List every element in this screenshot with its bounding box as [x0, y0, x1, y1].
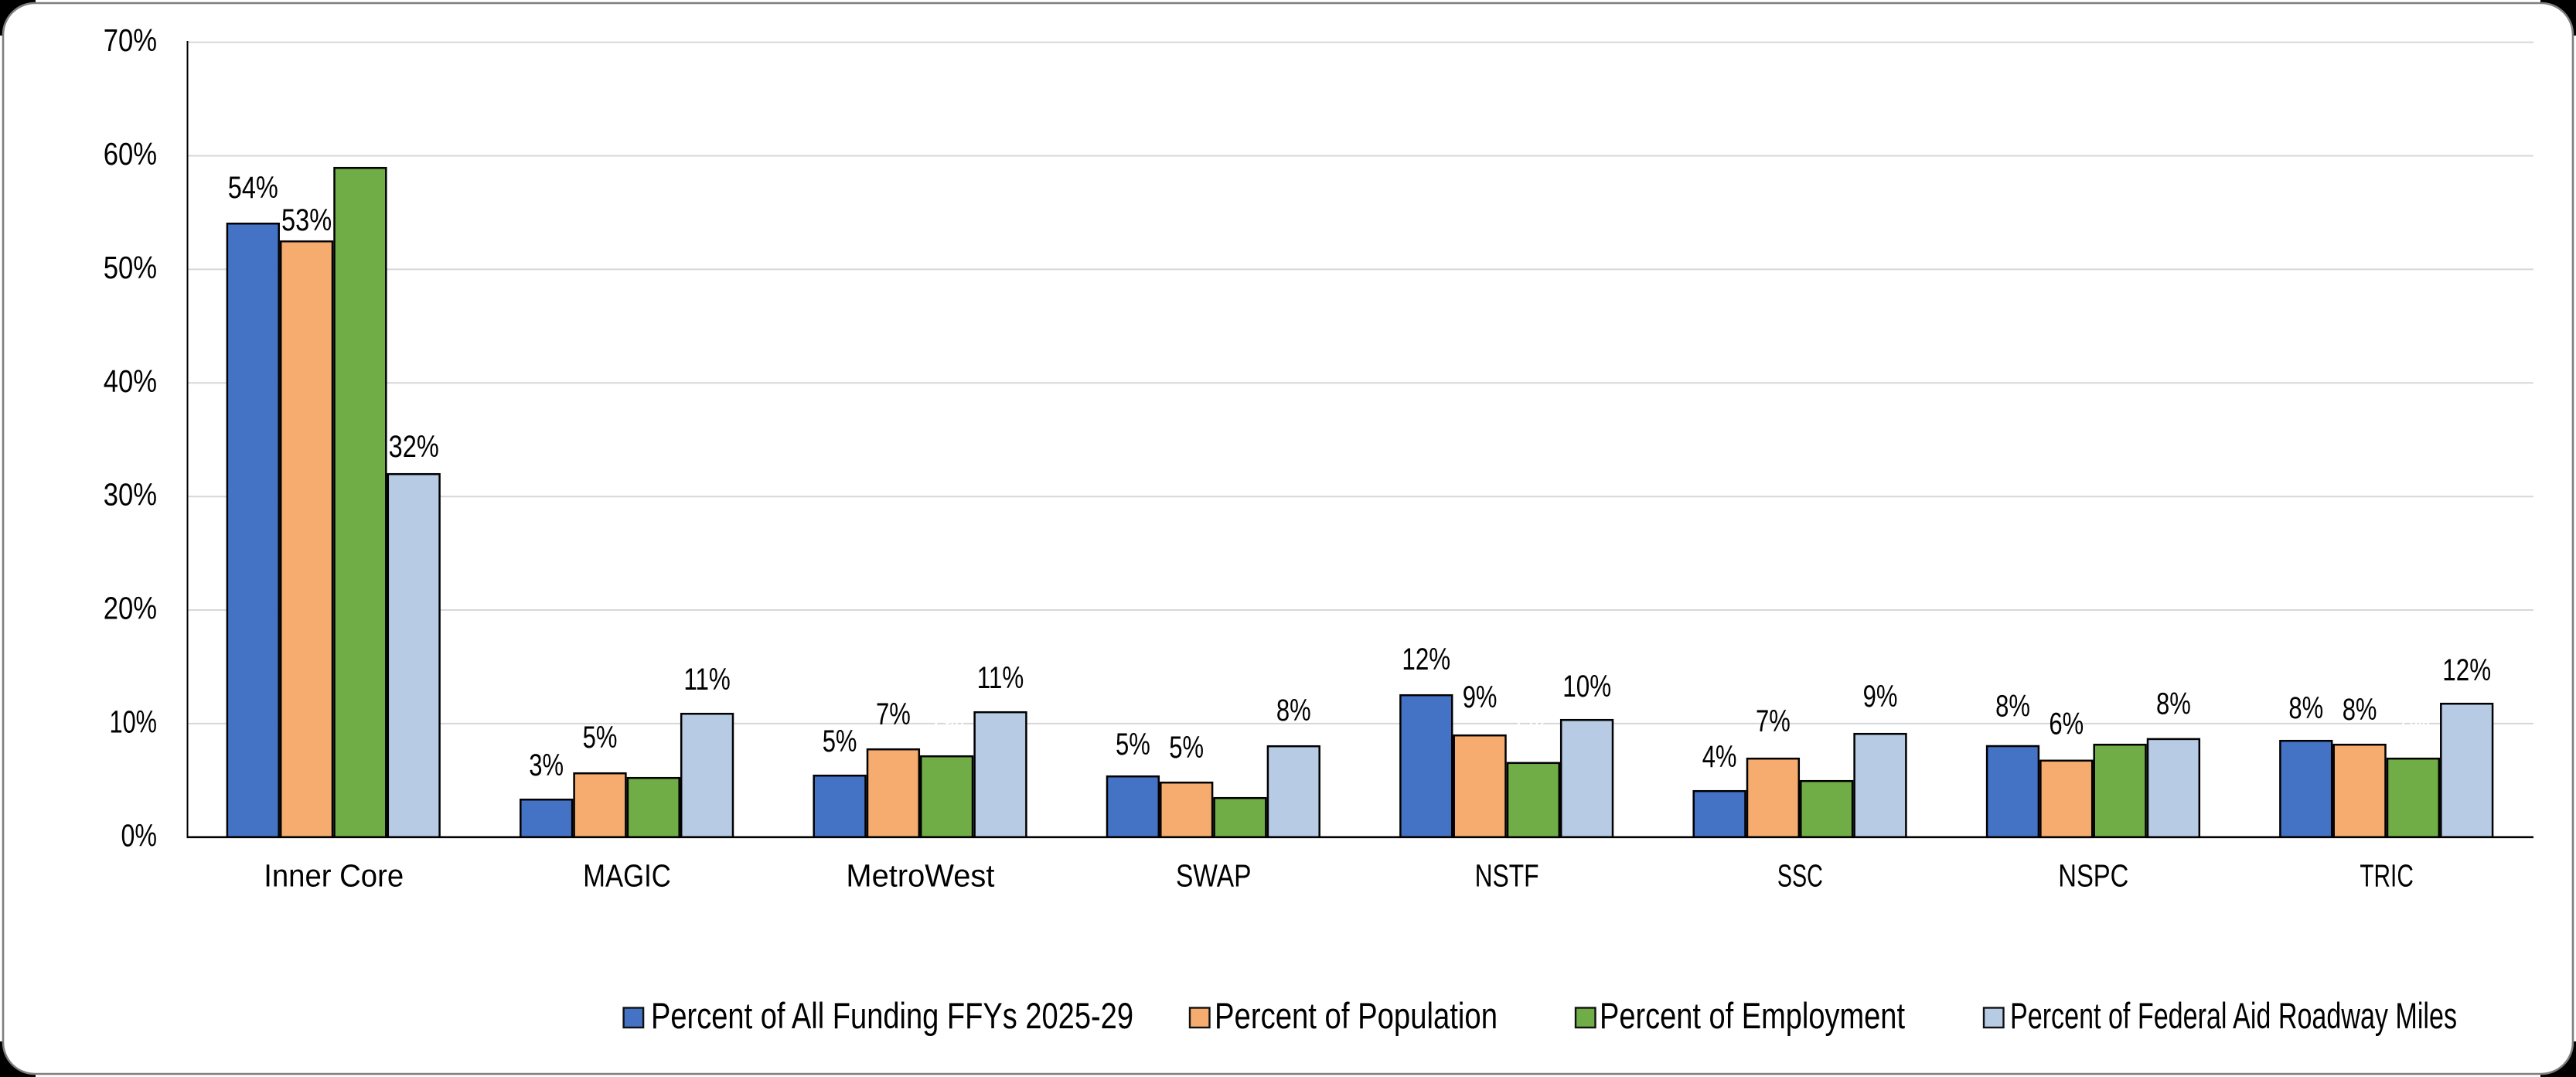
svg-text:20%: 20%: [104, 591, 157, 626]
svg-text:70%: 70%: [104, 22, 157, 58]
svg-text:12%: 12%: [2442, 653, 2491, 687]
svg-text:7%: 7%: [1756, 704, 1791, 738]
svg-text:5%: 5%: [823, 724, 857, 758]
svg-text:8%: 8%: [1995, 690, 2030, 724]
svg-text:9%: 9%: [1863, 680, 1898, 714]
svg-text:8%: 8%: [2103, 694, 2138, 728]
svg-text:NSPC: NSPC: [2058, 857, 2128, 893]
svg-text:5%: 5%: [1809, 730, 1844, 764]
svg-text:Percent of Federal Aid Roadway: Percent of Federal Aid Roadway Miles: [2010, 995, 2457, 1036]
svg-text:54%: 54%: [228, 171, 278, 205]
svg-text:5%: 5%: [1116, 728, 1150, 762]
svg-text:8%: 8%: [2156, 687, 2191, 721]
svg-text:59%: 59%: [335, 117, 385, 151]
svg-text:7%: 7%: [929, 705, 964, 739]
svg-text:8%: 8%: [1276, 694, 1311, 728]
svg-text:MetroWest: MetroWest: [846, 857, 995, 893]
svg-text:4%: 4%: [1702, 740, 1737, 774]
svg-text:3%: 3%: [529, 748, 564, 782]
svg-text:7%: 7%: [876, 697, 911, 731]
svg-text:9%: 9%: [1463, 680, 1498, 714]
svg-text:6%: 6%: [1516, 712, 1551, 746]
svg-text:5%: 5%: [636, 727, 671, 761]
svg-text:10%: 10%: [1562, 670, 1611, 704]
svg-text:11%: 11%: [977, 661, 1024, 695]
svg-text:32%: 32%: [389, 430, 439, 464]
svg-text:30%: 30%: [104, 477, 157, 513]
svg-text:60%: 60%: [104, 136, 157, 172]
svg-text:0%: 0%: [121, 817, 158, 853]
svg-text:Inner Core: Inner Core: [264, 857, 404, 893]
svg-text:SSC: SSC: [1777, 857, 1823, 893]
svg-text:50%: 50%: [104, 250, 157, 285]
svg-text:8%: 8%: [2343, 693, 2377, 727]
svg-text:MAGIC: MAGIC: [583, 857, 671, 893]
svg-text:6%: 6%: [2049, 707, 2084, 741]
svg-text:12%: 12%: [1402, 642, 1450, 677]
svg-text:Percent of Population: Percent of Population: [1215, 995, 1498, 1036]
svg-text:TRIC: TRIC: [2360, 857, 2414, 893]
svg-text:40%: 40%: [104, 363, 157, 399]
svg-text:SWAP: SWAP: [1176, 857, 1252, 893]
svg-text:8%: 8%: [2288, 691, 2323, 725]
svg-text:Percent of Employment: Percent of Employment: [1600, 995, 1905, 1036]
svg-text:5%: 5%: [583, 721, 618, 755]
svg-text:7%: 7%: [2396, 707, 2431, 741]
svg-text:53%: 53%: [281, 203, 332, 237]
svg-text:3%: 3%: [1223, 747, 1258, 781]
svg-text:Percent of All Funding FFYs 20: Percent of All Funding FFYs 2025-29: [651, 995, 1133, 1036]
svg-text:10%: 10%: [110, 704, 158, 739]
svg-text:11%: 11%: [683, 663, 731, 697]
svg-text:5%: 5%: [1169, 731, 1204, 765]
svg-text:NSTF: NSTF: [1475, 857, 1539, 893]
